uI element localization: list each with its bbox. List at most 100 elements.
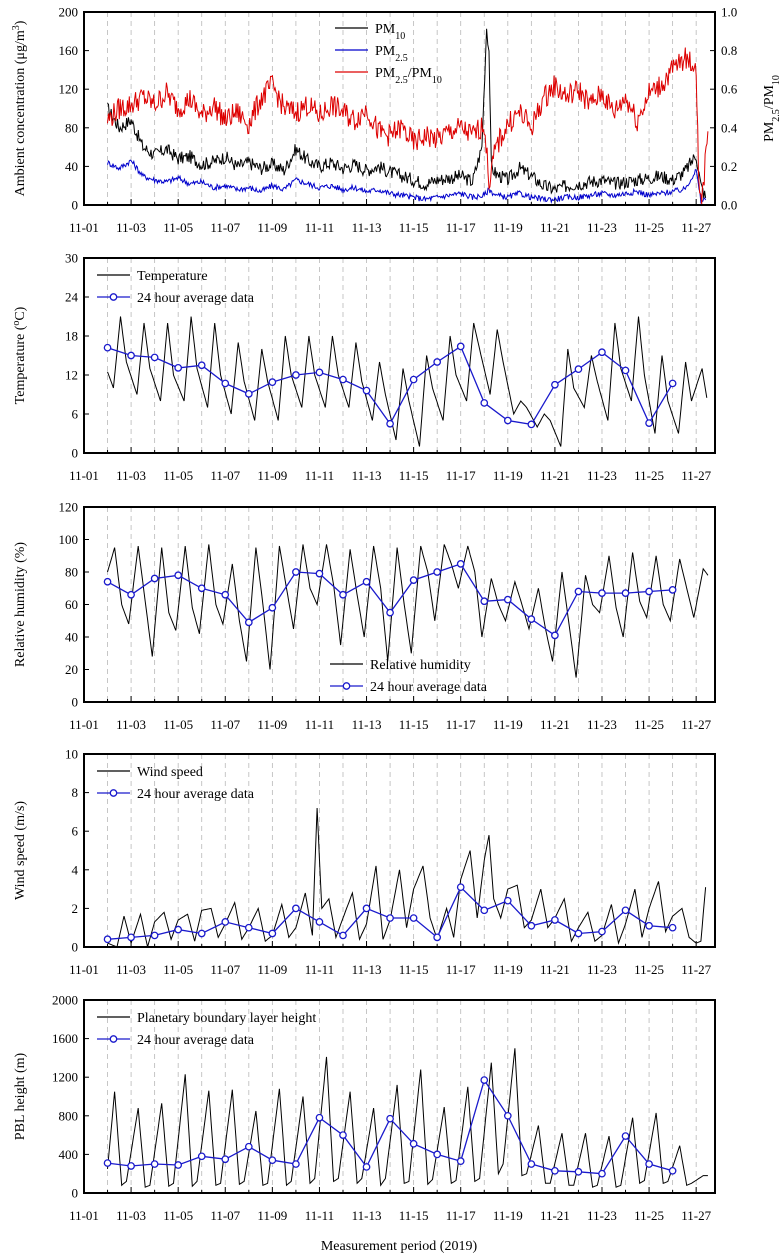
legend-label: 24 hour average data	[137, 1033, 255, 1048]
data-point-24h-average	[551, 631, 559, 640]
y-tick-label: 0	[72, 1186, 79, 1201]
x-tick-label: 11-11	[305, 1208, 334, 1223]
data-point-24h-average	[668, 379, 677, 388]
data-point-24h-average	[574, 365, 583, 373]
data-point-24h-average	[150, 353, 159, 362]
data-point-24h-average	[668, 1166, 677, 1175]
x-tick-label: 11-09	[257, 962, 287, 977]
x-tick-label: 11-11	[305, 220, 334, 235]
x-tick-label: 11-17	[446, 220, 476, 235]
x-tick-label: 11-23	[587, 1208, 617, 1223]
legend-entry: 24 hour average data	[97, 291, 255, 306]
series-line-temperature	[107, 316, 708, 447]
legend-marker	[109, 293, 118, 301]
data-point-24h-average	[150, 1160, 159, 1168]
x-tick-label: 11-05	[163, 717, 193, 732]
x-tick-label: 11-15	[399, 962, 429, 977]
x-tick-label: 11-11	[305, 717, 334, 732]
x-tick-label: 11-03	[116, 220, 146, 235]
y-tick-label: 80	[65, 120, 78, 135]
y-tick-label: 10	[65, 747, 78, 762]
x-tick-label: 11-01	[69, 468, 99, 483]
x-tick-label: 11-19	[493, 717, 523, 732]
legend-label: Relative humidity	[370, 658, 471, 673]
data-point-24h-average	[527, 921, 536, 930]
data-point-24h-average	[362, 1163, 371, 1171]
x-tick-label: 11-07	[210, 220, 240, 235]
x-tick-label: 11-01	[69, 1208, 99, 1223]
legend-entry: PM2.5/PM10	[335, 66, 442, 86]
data-point-24h-average	[409, 576, 418, 584]
legend-entry: PM10	[335, 22, 405, 42]
y-tick-label: 40	[65, 159, 78, 174]
data-point-24h-average	[645, 1160, 653, 1168]
y-tick-label: 18	[65, 329, 78, 344]
x-tick-label: 11-17	[446, 468, 476, 483]
y-tick-label: 800	[59, 1108, 79, 1123]
x-tick-label: 11-03	[116, 1208, 146, 1223]
x-tick-label: 11-15	[399, 1208, 429, 1223]
legend-label: 24 hour average data	[137, 291, 255, 306]
data-point-24h-average	[244, 923, 253, 932]
y-tick-label: 24	[65, 290, 79, 305]
x-tick-label: 11-21	[540, 717, 570, 732]
x-tick-label: 11-03	[116, 962, 146, 977]
data-point-24h-average	[127, 351, 135, 360]
legend-entry: Temperature	[97, 269, 208, 284]
legend-label: Temperature	[137, 269, 208, 284]
panel-3: 0 20 40 60 80 100 120 11-01 11-03 11-05 11-07 11-09…	[13, 500, 716, 732]
x-tick-label: 11-05	[163, 1208, 193, 1223]
data-point-24h-average	[386, 419, 394, 428]
data-point-24h-average	[386, 1114, 394, 1123]
data-point-24h-average	[268, 378, 277, 386]
data-point-24h-average	[127, 590, 135, 599]
data-point-24h-average	[292, 904, 300, 913]
data-point-24h-average	[174, 925, 183, 934]
data-point-24h-average	[386, 608, 394, 617]
data-point-24h-average	[339, 1131, 347, 1139]
legend-label: PM2.5/PM10	[375, 66, 442, 86]
legend-label: Planetary boundary layer height	[137, 1011, 316, 1026]
y2-axis-title: PM2.5/PM10	[762, 75, 782, 142]
y-axis-title: Ambient concentration (μg/m3)	[11, 20, 29, 196]
x-tick-label: 11-03	[116, 468, 146, 483]
y-tick-label: 0	[72, 695, 79, 710]
chart-panels: 040801201602000.00.20.40.60.81.0PM2.5/PM…	[11, 5, 782, 1224]
data-point-24h-average	[268, 603, 277, 612]
x-tick-label: 11-07	[210, 1208, 240, 1223]
x-tick-label: 11-15	[399, 220, 429, 235]
x-tick-label: 11-17	[446, 1208, 476, 1223]
data-point-24h-average	[456, 1157, 465, 1166]
x-tick-label: 11-19	[493, 1208, 523, 1223]
data-point-24h-average	[574, 929, 583, 938]
y2-tick-label: 1.0	[721, 5, 737, 20]
y-axis-title: Temperature (oC)	[11, 306, 29, 404]
y-tick-label: 40	[65, 630, 78, 645]
data-point-24h-average	[574, 1167, 583, 1176]
data-point-24h-average	[480, 906, 489, 915]
x-tick-label: 11-17	[446, 962, 476, 977]
y-tick-label: 2000	[52, 993, 78, 1008]
x-tick-label: 11-27	[681, 468, 711, 483]
y-axis-title: Wind speed (m/s)	[13, 801, 28, 900]
panel-5: 0 400 800 1200 1600 2000 11-01 11-03 11-05 11-07 1…	[13, 993, 716, 1223]
y-axis-title: PBL height (m)	[13, 1052, 28, 1140]
legend-label: PM2.5	[375, 44, 408, 64]
x-tick-label: 11-05	[163, 220, 193, 235]
y-tick-label: 200	[59, 5, 79, 20]
data-point-24h-average	[598, 927, 606, 936]
x-tick-label: 11-21	[540, 1208, 570, 1223]
legend-marker	[109, 789, 118, 797]
x-tick-label: 11-07	[210, 962, 240, 977]
data-point-24h-average	[174, 571, 183, 580]
series-line-planetary-boundary-layer-height	[107, 1048, 708, 1188]
y-tick-label: 120	[59, 82, 79, 97]
data-point-24h-average	[503, 1111, 512, 1120]
y-tick-label: 1600	[52, 1031, 78, 1046]
y-tick-label: 80	[65, 565, 78, 580]
x-tick-label: 11-11	[305, 962, 334, 977]
x-tick-label: 11-13	[352, 468, 382, 483]
data-point-24h-average	[268, 1156, 277, 1165]
y-tick-label: 30	[65, 251, 78, 266]
x-tick-label: 11-25	[634, 962, 664, 977]
